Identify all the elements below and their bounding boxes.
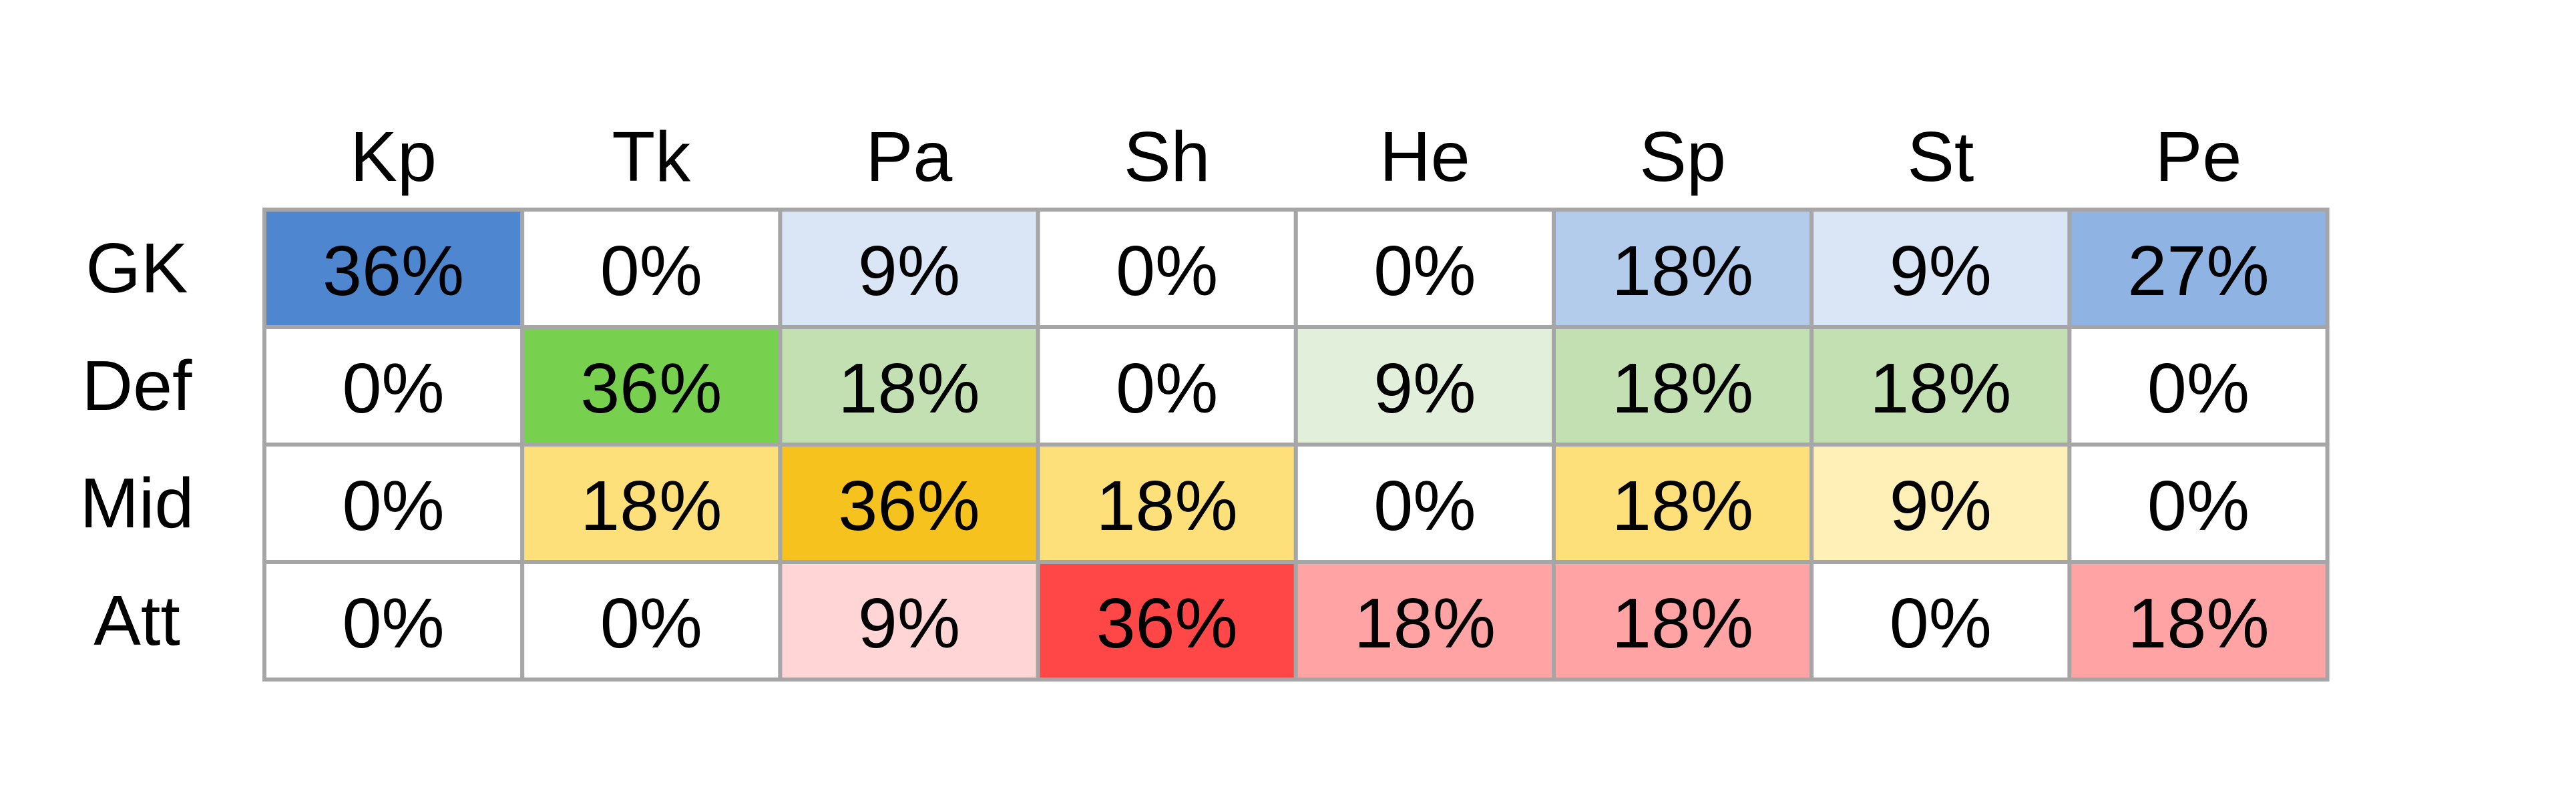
cell: [1809, 443, 2072, 564]
cell: [2067, 208, 2330, 329]
cell: [2067, 443, 2330, 564]
cell-value: 36%: [1096, 584, 1238, 663]
column-header: Pe: [2155, 117, 2242, 196]
cell-value: 18%: [1612, 584, 1753, 663]
row-header: Att: [93, 581, 180, 660]
cell-value: 0%: [2147, 349, 2249, 428]
column-header: Sh: [1124, 117, 1211, 196]
cell-value: 0%: [600, 584, 702, 663]
cell-value: 18%: [2127, 584, 2269, 663]
cell-value: 0%: [342, 467, 444, 545]
cell-value: 18%: [1612, 349, 1753, 428]
cell-value: 0%: [2147, 467, 2249, 545]
cell-value: 0%: [1373, 467, 1476, 545]
cell-value: 0%: [1116, 349, 1218, 428]
cell: [2067, 560, 2330, 682]
cell-value: 9%: [858, 584, 960, 663]
column-header: Kp: [350, 117, 437, 196]
cell: [778, 443, 1040, 564]
cell: [520, 208, 783, 329]
cell: [520, 325, 783, 447]
cell: [2067, 325, 2330, 447]
cell-value: 0%: [1373, 232, 1476, 310]
column-header: Sp: [1639, 117, 1726, 196]
cell: [262, 560, 525, 682]
cell: [1036, 443, 1298, 564]
cell: [1552, 443, 1814, 564]
cell-value: 18%: [1612, 232, 1753, 310]
cell: [778, 560, 1040, 682]
cell: [1036, 560, 1298, 682]
cell-value: 27%: [2127, 232, 2269, 310]
column-header: St: [1907, 117, 1974, 196]
cell-value: 18%: [1096, 467, 1238, 545]
cell-value: 18%: [1870, 349, 2011, 428]
cell: [262, 208, 525, 329]
cell-value: 18%: [838, 349, 980, 428]
cell: [520, 443, 783, 564]
cell: [262, 443, 525, 564]
cell-value: 0%: [342, 584, 444, 663]
cell: [1809, 560, 2072, 682]
column-header: He: [1379, 117, 1470, 196]
cell: [1552, 325, 1814, 447]
cell-value: 36%: [323, 232, 464, 310]
cell-value: 36%: [838, 467, 980, 545]
cell-value: 18%: [580, 467, 722, 545]
row-header: Def: [82, 346, 193, 425]
column-header: Pa: [866, 117, 953, 196]
cell-value: 9%: [858, 232, 960, 310]
cell: [1036, 325, 1298, 447]
cell-value: 18%: [1354, 584, 1496, 663]
cell-value: 0%: [600, 232, 702, 310]
cell-value: 9%: [1890, 232, 1992, 310]
cell: [1293, 443, 1556, 564]
cell-value: 0%: [1890, 584, 1992, 663]
cell: [1293, 560, 1556, 682]
cell-value: 9%: [1890, 467, 1992, 545]
row-header: Mid: [80, 464, 194, 543]
cell-value: 0%: [1116, 232, 1218, 310]
cell: [1552, 208, 1814, 329]
cell-value: 18%: [1612, 467, 1753, 545]
cell-value: 36%: [580, 349, 722, 428]
row-header: GK: [85, 229, 188, 308]
column-header: Tk: [612, 117, 691, 196]
cell-value: 9%: [1373, 349, 1476, 428]
cell-value: 0%: [342, 349, 444, 428]
